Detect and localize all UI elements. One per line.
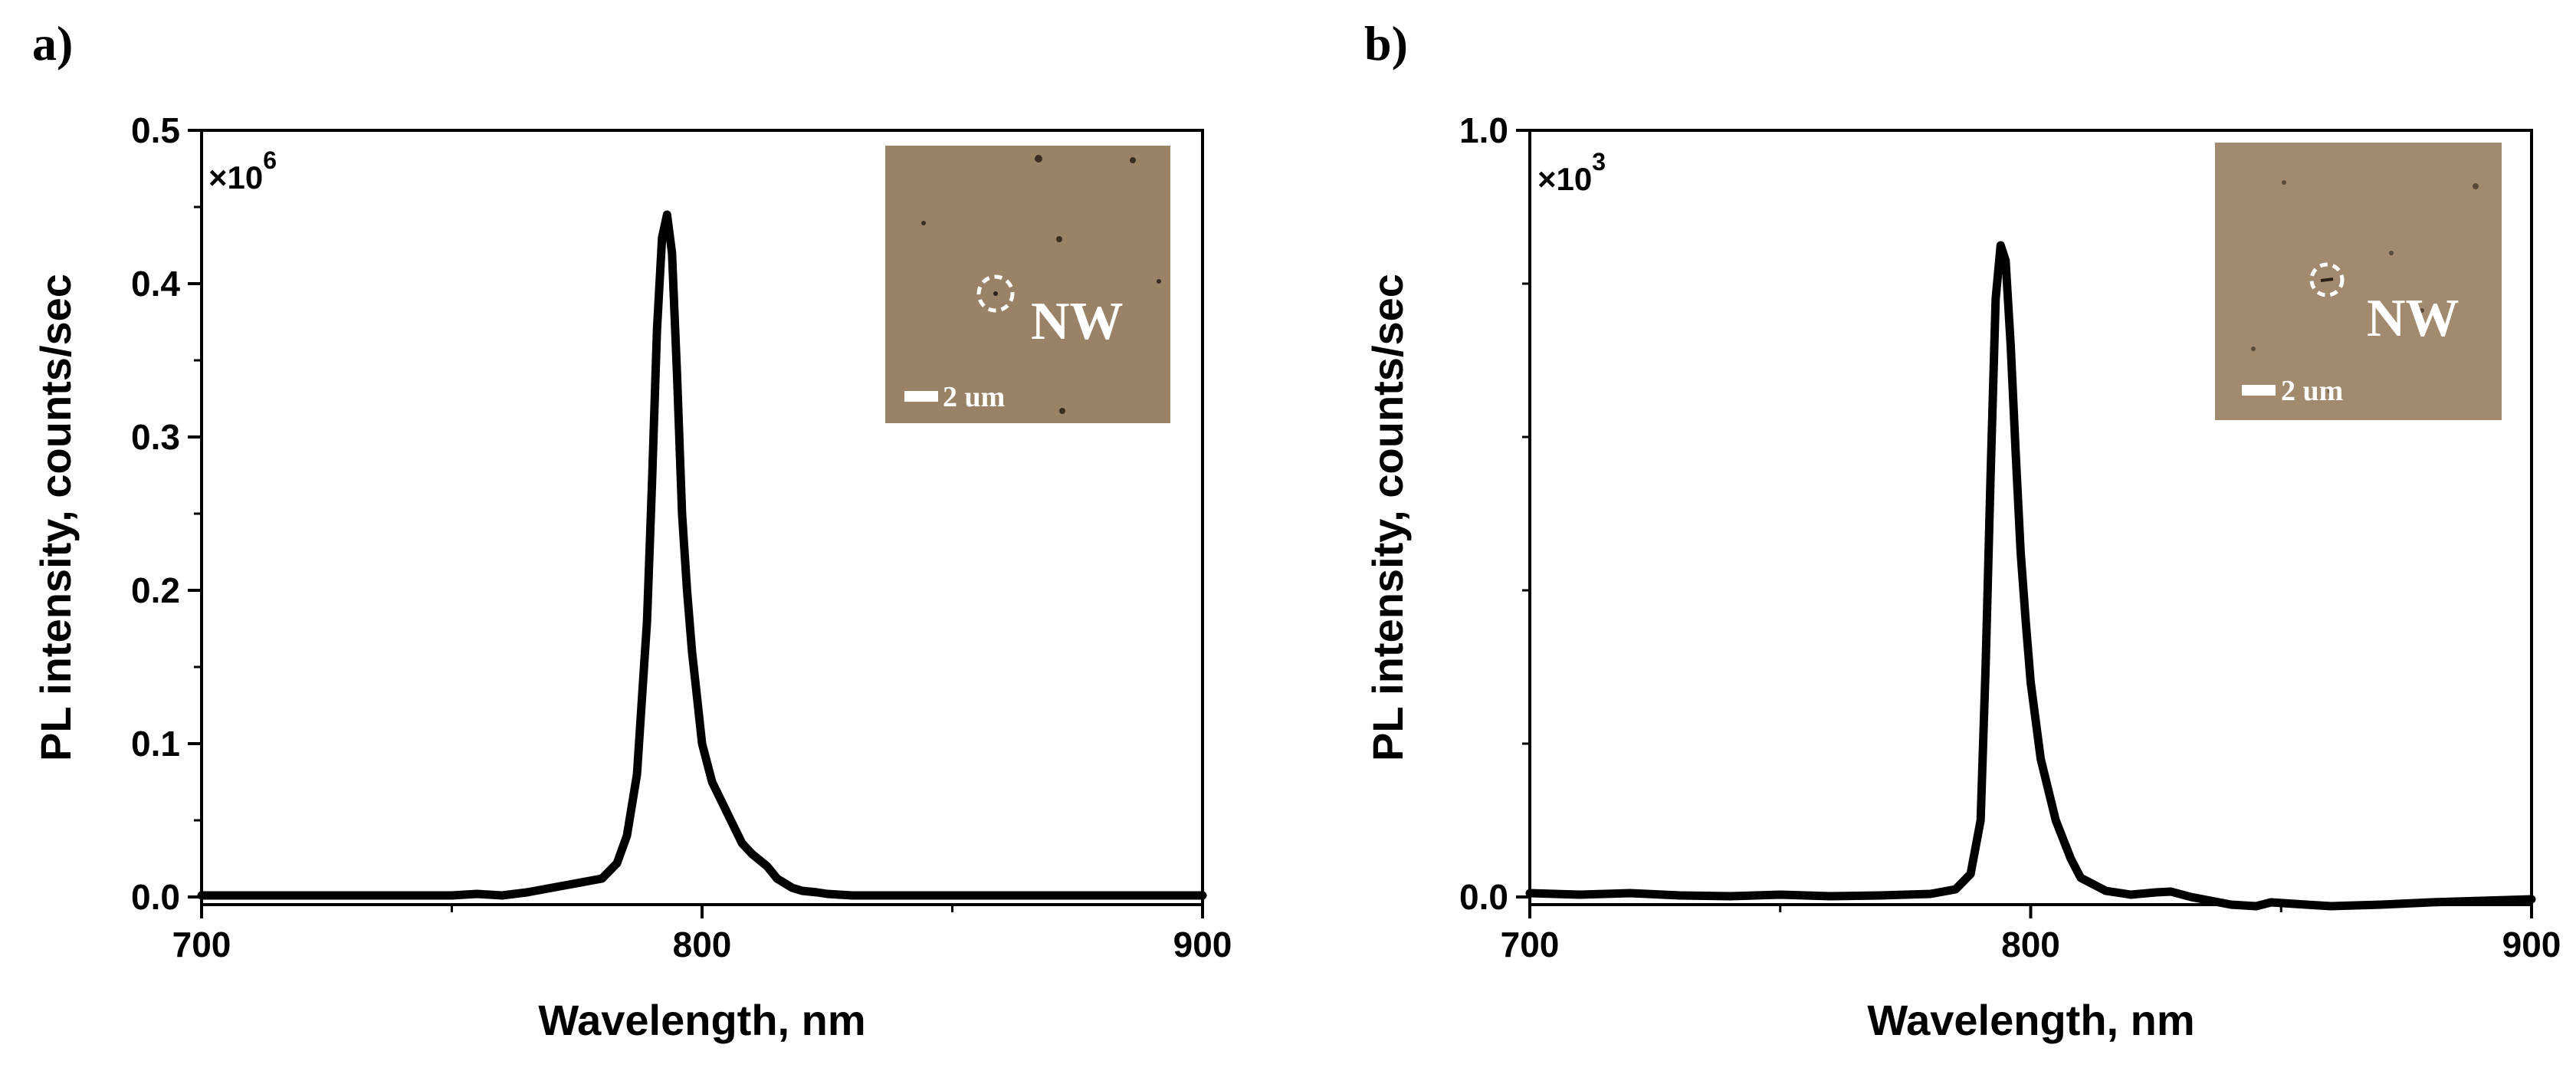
y-tick-label-b: 0.0 (1459, 877, 1508, 917)
panel-label-a: a) (32, 16, 73, 71)
panel-b: b) 700 800 900 0.0 1.0 ×103 Wavelength, nm P… (1363, 16, 2561, 1044)
y-tick-label-a: 0.4 (131, 264, 180, 304)
inset-speck (2328, 389, 2332, 393)
inset-speck (1130, 157, 1136, 163)
inset-speck (2389, 251, 2394, 255)
inset-nw-label-b: NW (2367, 289, 2460, 348)
scale-bar-label-a: 2 um (943, 381, 1005, 413)
y-axis-title-b: PL intensity, counts/sec (1363, 274, 1412, 761)
inset-image-a: NW 2 um (885, 146, 1170, 423)
panel-a: a) 700 800 900 0.0 0.1 0.2 0.3 0.4 0.5 ×106 Wave… (31, 16, 1232, 1044)
inset-image-b: NW 2 um (2215, 143, 2502, 420)
x-tick-label-a: 900 (1173, 925, 1232, 964)
inset-speck (2473, 183, 2479, 189)
x-tick-label-a: 700 (172, 925, 231, 964)
inset-speck (2282, 180, 2286, 185)
y-tick-label-a: 0.1 (131, 724, 180, 764)
y-tick-label-a: 0.3 (131, 417, 180, 457)
inset-background-b (2215, 143, 2502, 420)
x-tick-label-b: 700 (1501, 925, 1560, 964)
scale-bar-b (2242, 385, 2276, 396)
y-tick-label-b: 1.0 (1459, 110, 1508, 150)
inset-nw-label-a: NW (1031, 292, 1124, 351)
y-tick-label-a: 0.2 (131, 570, 180, 610)
inset-speck (1035, 155, 1042, 163)
x-tick-label-b: 800 (2001, 925, 2060, 964)
nanowire-marker-circle-b (2309, 262, 2345, 297)
y-tick-label-a: 0.5 (131, 110, 180, 150)
nanowire-b (2320, 278, 2334, 282)
y-tick-label-a: 0.0 (131, 877, 180, 917)
nanowire-marker-circle-a (976, 274, 1015, 313)
nanowire-dot-a (993, 291, 998, 296)
inset-speck (1157, 279, 1161, 284)
ticks-a: 700 800 900 0.0 0.1 0.2 0.3 0.4 0.5 (131, 110, 1232, 964)
panel-label-b: b) (1364, 16, 1408, 71)
plot-area-a (197, 210, 1207, 900)
inset-speck (1059, 408, 1065, 414)
y-multiplier-b: ×103 (1537, 148, 1606, 197)
scale-bar-label-b: 2 um (2281, 375, 2343, 407)
y-multiplier-exp-b: 3 (1592, 148, 1606, 176)
scale-bar-a (904, 391, 938, 402)
ticks-b: 700 800 900 0.0 1.0 (1459, 110, 2561, 964)
x-tick-label-b: 900 (2502, 925, 2561, 964)
inset-background-a (885, 146, 1170, 423)
inset-speck (1056, 236, 1062, 242)
inset-speck (2251, 347, 2256, 351)
y-multiplier-a: ×106 (208, 146, 277, 195)
inset-speck (2420, 308, 2424, 313)
y-multiplier-base-a: ×10 (208, 159, 263, 195)
series-line-a-0 (197, 210, 1207, 900)
inset-speck (921, 221, 926, 225)
y-multiplier-exp-a: 6 (263, 146, 277, 174)
x-axis-title-b: Wavelength, nm (1867, 996, 2194, 1044)
x-axis-title-a: Wavelength, nm (538, 996, 865, 1044)
y-axis-title-a: PL intensity, counts/sec (31, 274, 80, 761)
x-tick-label-a: 800 (673, 925, 732, 964)
y-multiplier-base-b: ×10 (1537, 161, 1592, 197)
